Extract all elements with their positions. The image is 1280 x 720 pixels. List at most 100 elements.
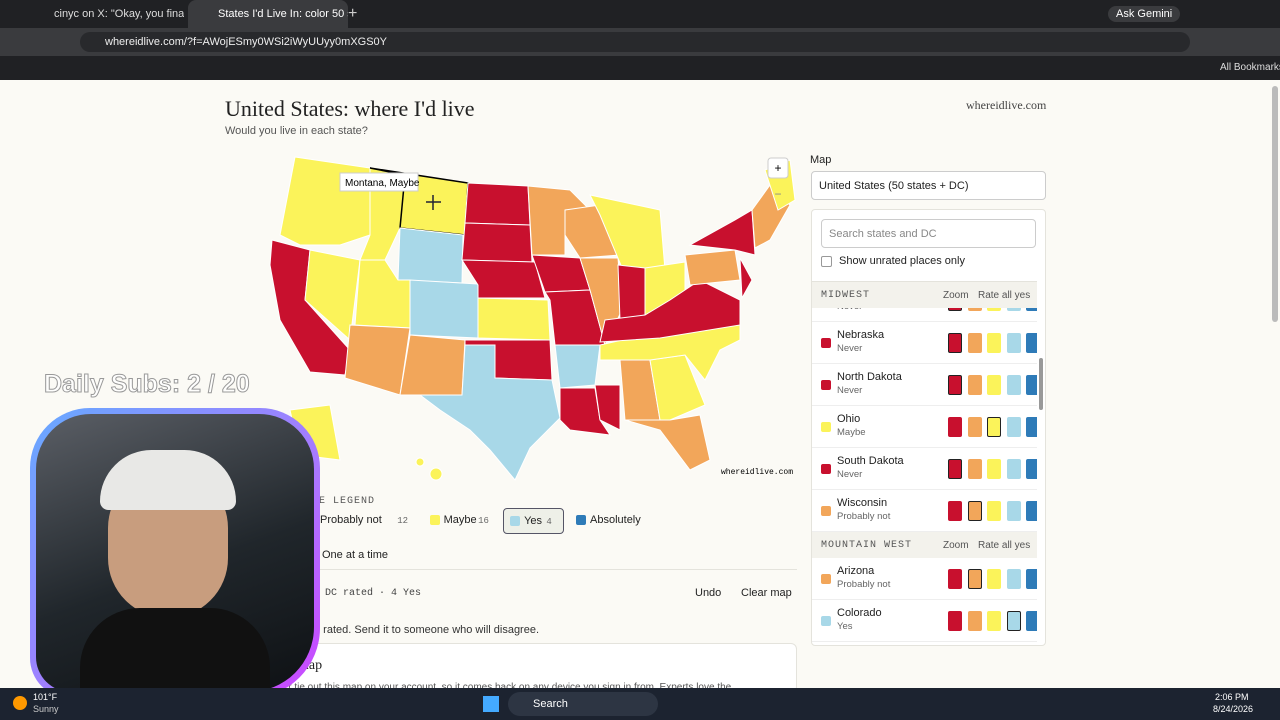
checkbox-label[interactable]: Show unrated places only [839,255,965,267]
taskbar: 101°F Sunny Search 2:06 PM 8/24/2026 [0,688,1280,720]
rating-swatch[interactable] [1006,375,1021,395]
rating-swatch[interactable] [967,417,982,437]
rating-swatch[interactable] [967,611,982,631]
rating-swatch[interactable] [987,569,1001,589]
state-rating: Never [837,469,863,480]
cursor [426,195,441,210]
state-dot [821,464,831,474]
rating-swatch[interactable] [1026,611,1037,631]
site-name[interactable]: whereidlive.com [966,98,1047,112]
legend-item[interactable]: Absolutely [570,508,661,534]
temperature: 101°F [33,692,58,702]
zoom-out[interactable]: − [774,187,781,201]
legend-swatch [510,516,521,526]
map-label: Map [810,154,832,166]
rating-swatch[interactable] [1006,569,1021,589]
divider [300,569,797,570]
legend-label: Yes [524,515,543,527]
search-box[interactable]: Search [508,692,658,716]
state-row[interactable]: Never [812,308,1037,322]
zoom-in[interactable]: + [774,161,781,175]
rating-swatch[interactable] [967,333,982,353]
address-bar[interactable] [80,32,1190,52]
rating-swatch[interactable] [1026,501,1037,521]
checkbox[interactable] [821,256,832,267]
state-rating: Maybe [837,427,866,438]
rating-swatch[interactable] [967,501,982,521]
group-header: MOUNTAIN WEST Zoom Rate all yes [812,532,1037,558]
rating-swatch[interactable] [967,459,982,479]
state-row[interactable]: Arizona Probably not [812,558,1037,600]
rating-swatch[interactable] [1006,308,1021,311]
states[interactable] [269,156,796,481]
zoom[interactable]: Zoom [943,290,969,301]
rating-swatch[interactable] [948,375,962,395]
page-scrollbar [1272,86,1278,322]
rating-swatch[interactable] [987,333,1001,353]
rating-swatch[interactable] [948,611,962,631]
rating-swatch[interactable] [987,375,1001,395]
rating-swatch[interactable] [948,308,962,311]
rating-swatch[interactable] [1026,333,1037,353]
state-row[interactable]: Nebraska Never [812,322,1037,364]
rating-swatch[interactable] [1026,569,1037,589]
rating-swatch[interactable] [948,569,962,589]
legend-count: 16 [478,516,489,526]
rating-swatch[interactable] [1026,417,1037,437]
bookmarks[interactable]: All Bookmarks [1220,62,1280,73]
search-input[interactable]: Search states and DC [821,219,1036,248]
rate-all[interactable]: Rate all yes [978,290,1031,301]
state-row[interactable]: Ohio Maybe [812,406,1037,448]
undo[interactable]: Undo [695,587,722,599]
rating-swatch[interactable] [948,417,962,437]
url[interactable]: whereidlive.com/?f=AWojESmy0WSi2iWyUUyy0… [105,36,388,48]
state-name: Arizona [837,565,875,577]
rating-swatch[interactable] [1006,611,1021,631]
map-select[interactable]: United States (50 states + DC) [811,171,1046,200]
ask-gemini[interactable]: Ask Gemini [1108,6,1181,22]
rating-swatch[interactable] [967,308,982,311]
clear-map[interactable]: Clear map [741,587,792,599]
rating-swatch[interactable] [987,459,1001,479]
rate-all[interactable]: Rate all yes [978,540,1031,551]
card-text: orter tie out this map on your account, … [271,682,731,692]
date: 8/24/2026 [1213,704,1254,714]
state-name: North Dakota [837,371,902,383]
rating-swatch[interactable] [967,569,982,589]
rating-swatch[interactable] [987,611,1001,631]
group-header: MIDWEST Zoom Rate all yes [812,282,1037,308]
tab-active[interactable]: States I'd Live In: color 50 states... [188,0,348,28]
legend-item[interactable]: Yes 4 [503,508,564,534]
rating-swatch[interactable] [1006,501,1021,521]
state-row[interactable]: Wisconsin Probably not [812,490,1037,532]
rating-swatch[interactable] [1026,308,1037,311]
zoom-button[interactable] [767,157,789,179]
mode[interactable]: One at a time [322,549,389,561]
legend-label: Maybe [443,514,477,526]
rating-swatch[interactable] [1006,459,1021,479]
clock: 2:06 PM [1215,692,1249,702]
rating-swatch[interactable] [987,417,1001,437]
legend-item[interactable]: Maybe 16 [424,508,498,534]
tab[interactable]: cinyc on X: "Okay, you finally g... [54,8,184,20]
start[interactable] [483,696,499,712]
rating-swatch[interactable] [948,501,962,521]
rating-swatch[interactable] [948,459,962,479]
rating-swatch[interactable] [987,501,1001,521]
panel: Search states and DC Show unrated places… [811,209,1046,646]
rating-swatch[interactable] [1006,333,1021,353]
rating-swatch[interactable] [1006,417,1021,437]
rating-swatch[interactable] [948,333,962,353]
rating-swatch[interactable] [1026,375,1037,395]
new-tab[interactable]: + [348,5,358,22]
zoom[interactable]: Zoom [943,540,969,551]
state-dot [821,422,831,432]
state-row[interactable]: North Dakota Never [812,364,1037,406]
rating-swatch[interactable] [1026,459,1037,479]
state-row[interactable]: Colorado Yes [812,600,1037,642]
rating-swatch[interactable] [987,308,1001,311]
state-rating: Never [837,385,863,396]
state-name: Colorado [837,607,882,619]
rating-swatch[interactable] [967,375,982,395]
state-row[interactable]: South Dakota Never [812,448,1037,490]
